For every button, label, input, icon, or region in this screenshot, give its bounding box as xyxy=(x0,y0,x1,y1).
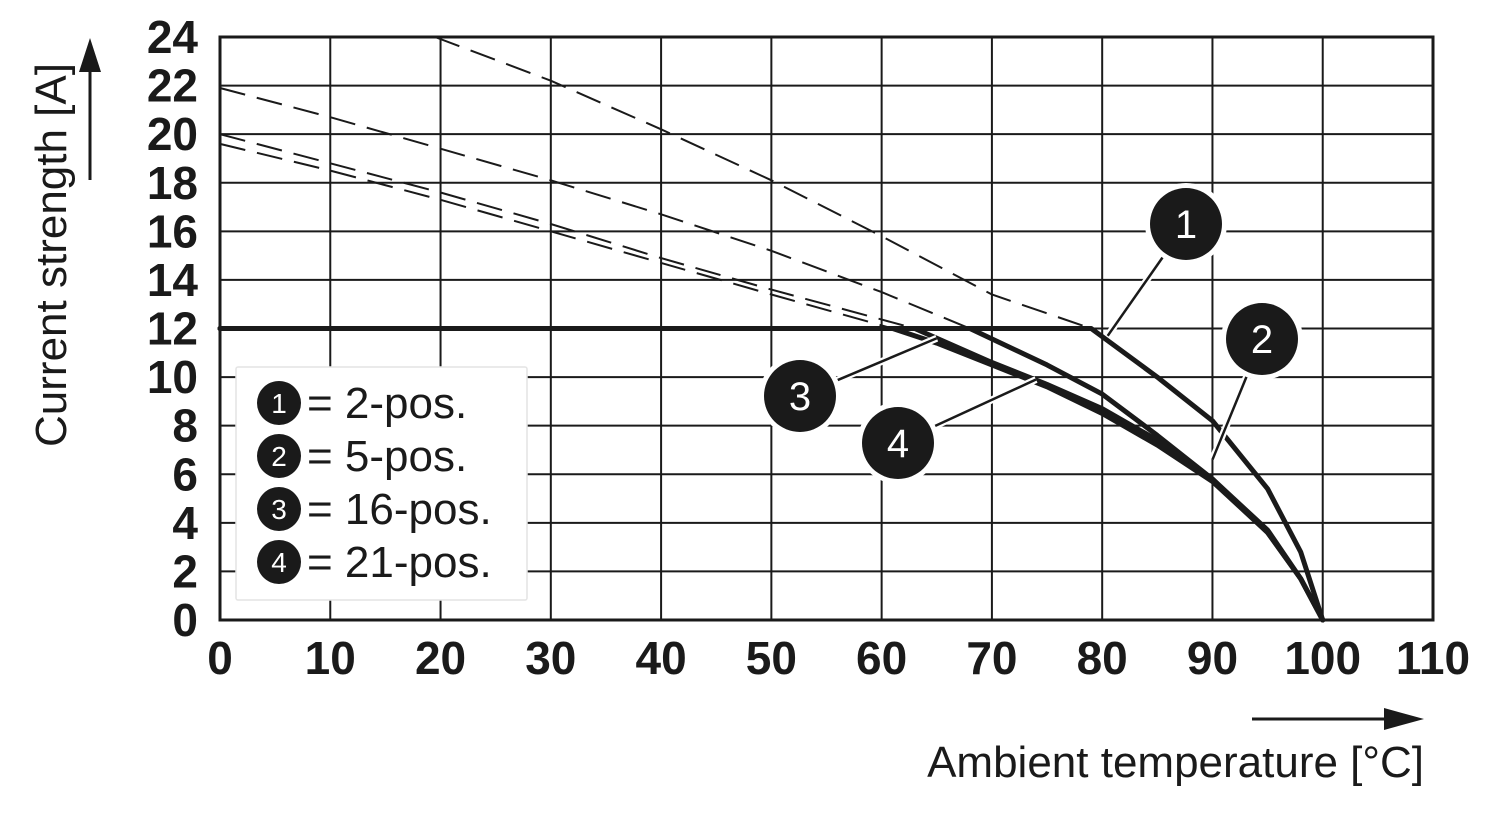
y-tick-label-10: 20 xyxy=(147,108,198,160)
extrapolated-curves xyxy=(219,36,1092,330)
x-tick-label-4: 40 xyxy=(636,632,687,684)
callout-3-leader xyxy=(834,337,938,383)
x-tick-label-6: 60 xyxy=(856,632,907,684)
x-axis-label: Ambient temperature [°C] xyxy=(927,738,1424,787)
callout-1-badge xyxy=(1150,188,1222,260)
callout-4-leader xyxy=(932,378,1037,429)
callout-4-badge xyxy=(862,407,934,479)
legend-box xyxy=(235,366,528,601)
legend-label-2: = 5-pos. xyxy=(307,432,467,481)
callout-1-number: 1 xyxy=(1175,203,1197,247)
y-tick-label-12: 24 xyxy=(147,11,199,63)
x-axis-arrow-head xyxy=(1384,708,1424,730)
y-tick-label-11: 22 xyxy=(147,60,198,112)
legend-marker-4 xyxy=(257,540,301,584)
y-tick-label-2: 4 xyxy=(172,497,198,549)
x-tick-label-10: 100 xyxy=(1284,632,1361,684)
x-tick-label-9: 90 xyxy=(1187,632,1238,684)
x-tick-label-0: 0 xyxy=(207,632,233,684)
plot-frame xyxy=(218,35,1435,622)
y-tick-label-5: 10 xyxy=(147,351,198,403)
y-tick-label-0: 0 xyxy=(172,594,198,646)
y-tick-label-3: 6 xyxy=(172,448,198,500)
series-callouts: 1 2 3 4 xyxy=(759,183,1303,484)
x-axis-title: Ambient temperature [°C] xyxy=(927,708,1424,787)
callout-2-badge xyxy=(1226,303,1298,375)
x-tick-label-1: 10 xyxy=(305,632,356,684)
callout-2-number: 2 xyxy=(1251,318,1273,362)
y-tick-label-6: 12 xyxy=(147,303,198,355)
plot-border xyxy=(218,35,1435,622)
legend-label-1: = 2-pos. xyxy=(307,379,467,428)
y-tick-label-7: 14 xyxy=(147,254,199,306)
series-3-dashed-curve xyxy=(219,133,915,330)
y-tick-label-4: 8 xyxy=(172,400,198,452)
x-tick-label-8: 80 xyxy=(1077,632,1128,684)
callout-1-leader xyxy=(1106,254,1166,337)
legend-marker-2 xyxy=(257,434,301,478)
y-tick-label-9: 18 xyxy=(147,157,198,209)
callout-3-badge xyxy=(764,360,836,432)
legend-marker-1 xyxy=(257,381,301,425)
legend-marker-number-3: 3 xyxy=(271,494,287,525)
y-axis-arrow-head xyxy=(79,38,101,72)
legend-label-4: = 21-pos. xyxy=(307,538,492,587)
y-tick-label-1: 2 xyxy=(172,545,198,597)
legend-marker-number-4: 4 xyxy=(271,547,287,578)
callout-2-leader xyxy=(1211,373,1249,461)
y-tick-label-8: 16 xyxy=(147,205,198,257)
x-tick-labels: 0 10 20 30 40 50 60 70 80 90 100 110 xyxy=(207,632,1470,684)
series-4-derating-curve xyxy=(217,326,1326,623)
x-tick-label-5: 50 xyxy=(746,632,797,684)
x-tick-label-3: 30 xyxy=(525,632,576,684)
x-tick-label-11: 110 xyxy=(1396,632,1470,684)
legend: 1 = 2-pos. 2 = 5-pos. 3 = 16-pos. 4 = 21-pos. xyxy=(235,366,528,601)
series-1-derating-curve xyxy=(217,326,1326,623)
derating-curves xyxy=(217,326,1326,623)
x-tick-label-7: 70 xyxy=(966,632,1017,684)
series-2-dashed-curve xyxy=(219,87,971,330)
series-4-dashed-curve xyxy=(219,142,893,330)
legend-label-3: = 16-pos. xyxy=(307,485,492,534)
y-axis-title: Current strength [A] xyxy=(27,38,101,447)
callout-3-number: 3 xyxy=(789,375,811,419)
legend-marker-number-1: 1 xyxy=(271,388,287,419)
y-axis-label: Current strength [A] xyxy=(27,63,76,447)
series-1-dashed-curve xyxy=(434,36,1092,330)
legend-marker-3 xyxy=(257,487,301,531)
callout-4-number: 4 xyxy=(887,422,909,466)
legend-marker-number-2: 2 xyxy=(271,441,287,472)
x-tick-label-2: 20 xyxy=(415,632,466,684)
